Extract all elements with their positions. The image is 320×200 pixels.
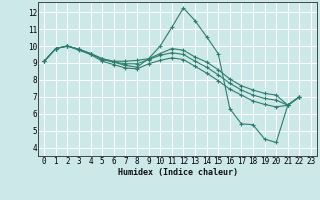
X-axis label: Humidex (Indice chaleur): Humidex (Indice chaleur) [118, 168, 238, 177]
